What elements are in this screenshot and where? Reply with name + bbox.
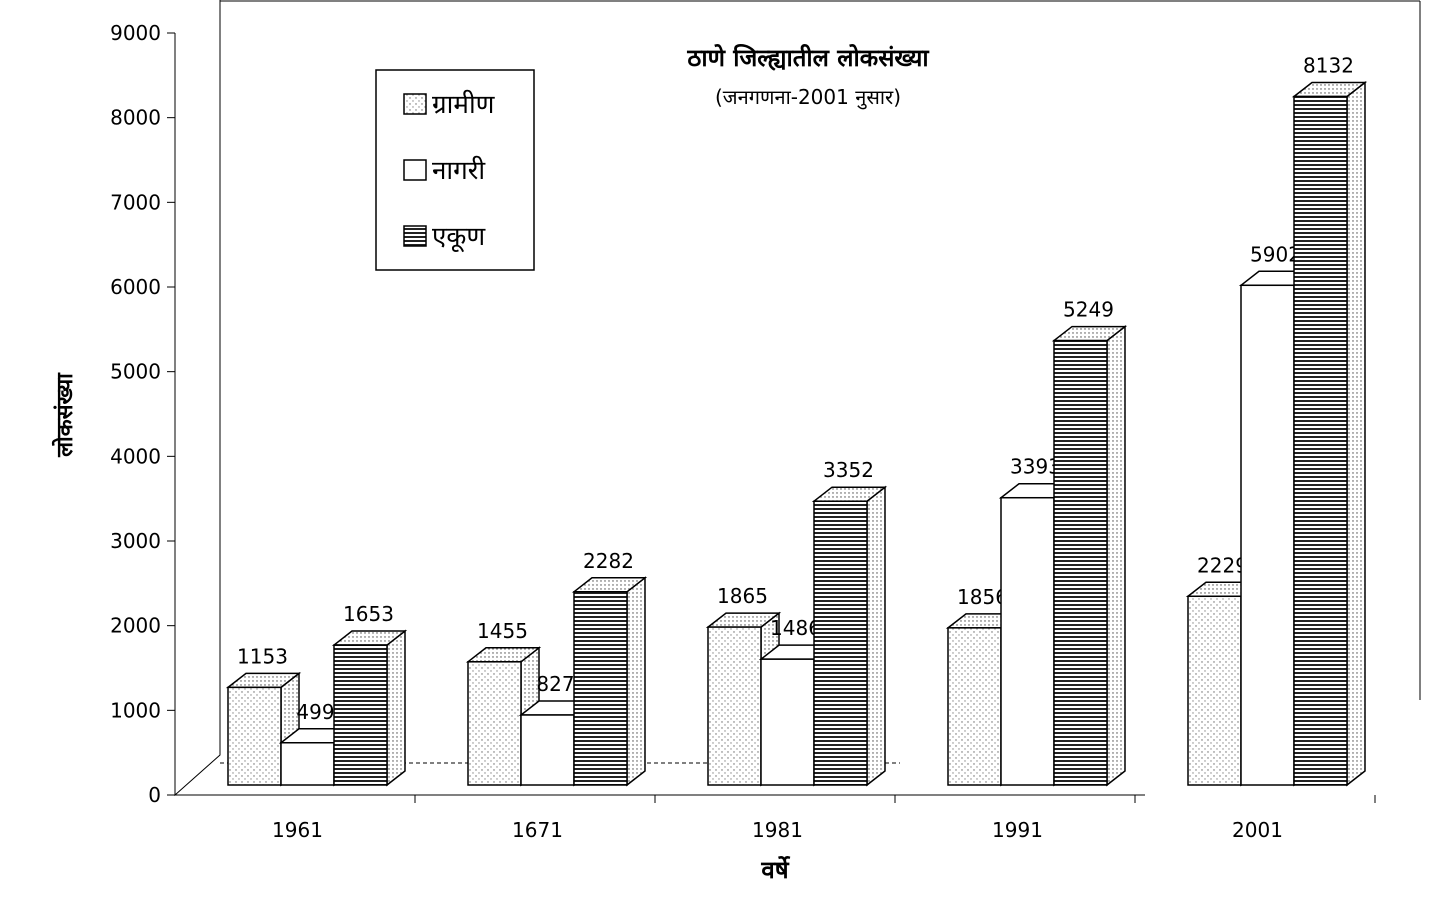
data-label: 2229 — [1197, 553, 1248, 577]
bar-front — [1293, 95, 1348, 786]
bar — [571, 576, 648, 787]
bar-front — [707, 626, 762, 786]
bar-front — [227, 686, 282, 786]
bar — [811, 485, 888, 787]
bar — [1291, 80, 1368, 787]
data-label: 3352 — [823, 458, 874, 482]
data-label: 1653 — [343, 602, 394, 626]
y-tick-label: 0 — [148, 783, 161, 807]
bar-side — [386, 629, 406, 787]
data-label: 2282 — [583, 549, 634, 573]
bar-side — [1106, 325, 1126, 787]
bar-front — [1000, 496, 1055, 786]
bar-front — [1053, 339, 1108, 786]
x-tick-label: 2001 — [1232, 818, 1283, 842]
x-axis-label: वर्षे — [760, 856, 790, 884]
chart-subtitle: (जनगणना-2001 नुसार) — [715, 85, 901, 110]
y-tick-label: 7000 — [110, 190, 161, 214]
y-tick-label: 8000 — [110, 106, 161, 130]
data-label: 1486 — [770, 616, 821, 640]
data-label: 499 — [296, 700, 334, 724]
bar-front — [1187, 595, 1242, 786]
legend-swatch — [403, 225, 427, 247]
x-tick-label: 1981 — [752, 818, 803, 842]
legend-box — [375, 69, 535, 271]
data-label: 1865 — [717, 584, 768, 608]
data-label: 1856 — [957, 585, 1008, 609]
bar-side — [1346, 80, 1366, 787]
x-tick-label: 1671 — [512, 818, 563, 842]
x-tick-label: 1961 — [272, 818, 323, 842]
data-label: 3393 — [1010, 455, 1061, 479]
data-label: 827 — [536, 672, 574, 696]
legend-label: एकूण — [432, 222, 486, 253]
bar — [1051, 325, 1128, 787]
bar — [331, 629, 408, 787]
y-tick-label: 1000 — [110, 698, 161, 722]
bar-front — [333, 644, 388, 786]
back-wall — [174, 0, 221, 797]
data-label: 1153 — [237, 644, 288, 668]
bar-front — [813, 500, 868, 786]
bar-side — [866, 485, 886, 787]
x-tick-label: 1991 — [992, 818, 1043, 842]
bar-front — [1240, 284, 1295, 786]
bar-front — [467, 661, 522, 786]
legend-swatch — [403, 159, 427, 181]
y-tick-label: 2000 — [110, 614, 161, 638]
bar-front — [280, 742, 335, 786]
y-tick-label: 5000 — [110, 360, 161, 384]
bar-side — [626, 576, 646, 787]
y-axis-label: लोकसंख्या — [51, 372, 78, 458]
legend-label: नागरी — [432, 155, 486, 186]
bar-front — [573, 591, 628, 786]
y-tick-label: 4000 — [110, 444, 161, 468]
data-label: 5902 — [1250, 242, 1301, 266]
bar-front — [520, 714, 575, 786]
bar-front — [947, 627, 1002, 786]
data-label: 8132 — [1303, 53, 1354, 77]
legend-swatch — [403, 93, 427, 115]
y-tick-label: 9000 — [110, 21, 161, 45]
data-label: 5249 — [1063, 298, 1114, 322]
bar-front — [760, 658, 815, 786]
y-tick-label: 3000 — [110, 529, 161, 553]
legend-label: ग्रामीण — [432, 89, 496, 120]
y-tick-label: 6000 — [110, 275, 161, 299]
data-label: 1455 — [477, 619, 528, 643]
chart-title: ठाणे जिल्ह्यातील लोकसंख्या — [686, 44, 929, 72]
